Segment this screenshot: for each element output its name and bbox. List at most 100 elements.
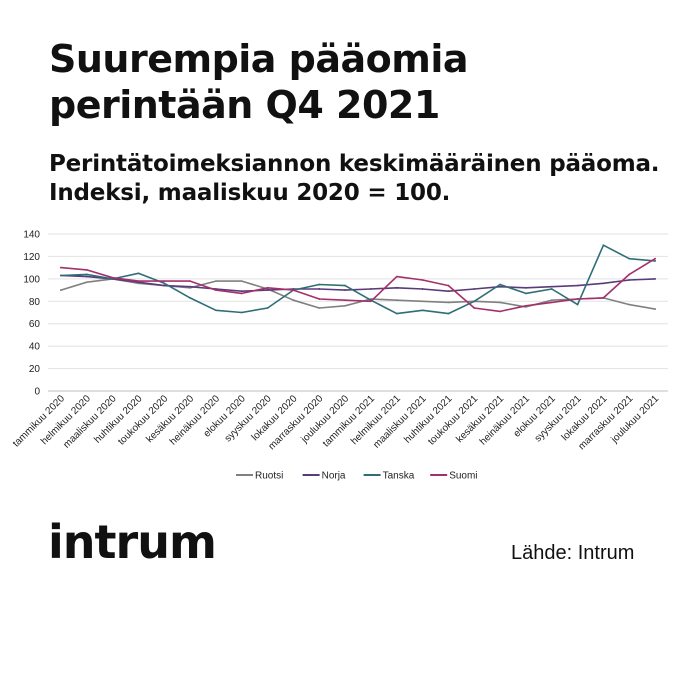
data-point-tanska [85, 273, 88, 276]
series-line-suomi [60, 257, 656, 313]
data-point-tanska [421, 309, 424, 312]
data-point-ruotsi [85, 281, 88, 284]
data-point-tanska [395, 312, 398, 315]
data-point-suomi [654, 257, 656, 260]
line-chart: 0 20 40 60 80 100 120 140 tammikuu 2020helmikuu… [11, 230, 668, 482]
data-point-suomi [602, 297, 605, 299]
data-point-ruotsi [654, 308, 656, 311]
data-point-suomi [85, 268, 88, 271]
data-point-norja [266, 289, 269, 291]
y-tick-label: 140 [23, 230, 40, 241]
data-point-tanska [550, 288, 553, 290]
data-point-suomi [344, 299, 346, 302]
y-tick-label: 0 [34, 387, 40, 398]
data-point-tanska [137, 272, 140, 275]
data-point-ruotsi [628, 303, 631, 306]
data-point-tanska [60, 274, 62, 277]
grid [48, 233, 668, 392]
y-tick-label: 40 [29, 342, 41, 353]
data-point-suomi [240, 292, 243, 295]
data-point-ruotsi [215, 280, 217, 282]
y-tick-label: 120 [23, 252, 40, 263]
data-point-norja [344, 289, 346, 291]
data-point-suomi [266, 286, 269, 289]
data-point-suomi [421, 279, 424, 281]
data-point-tanska [215, 309, 217, 312]
data-point-suomi [318, 298, 321, 300]
data-point-suomi [60, 266, 62, 269]
data-point-norja [370, 288, 372, 290]
data-point-norja [395, 286, 398, 289]
data-point-norja [654, 277, 656, 280]
data-point-suomi [163, 280, 166, 282]
legend-label-norja: Norja [322, 471, 346, 482]
data-point-suomi [473, 307, 476, 309]
intrum-logo: intrum [48, 515, 217, 569]
data-point-suomi [499, 310, 501, 313]
data-point-tanska [654, 260, 656, 262]
source-label: Lähde: Intrum [511, 542, 635, 564]
data-point-tanska [447, 312, 450, 315]
data-point-norja [576, 284, 579, 287]
data-point-ruotsi [292, 299, 295, 302]
y-axis-ticks: 0 20 40 60 80 100 120 140 [23, 230, 40, 398]
data-point-tanska [163, 282, 166, 285]
data-point-tanska [576, 303, 579, 306]
data-point-norja [628, 279, 631, 281]
data-point-norja [473, 288, 476, 290]
data-point-tanska [525, 292, 527, 295]
data-point-suomi [215, 289, 217, 291]
data-point-ruotsi [318, 307, 321, 309]
y-tick-label: 100 [23, 274, 40, 285]
data-point-ruotsi [395, 299, 398, 302]
data-point-norja [602, 282, 605, 285]
series-lines [60, 244, 656, 315]
series-line-tanska [60, 244, 656, 315]
data-point-norja [525, 286, 527, 289]
series-line-norja [60, 274, 656, 292]
y-tick-label: 60 [29, 319, 41, 330]
data-point-norja [499, 285, 501, 288]
data-point-suomi [137, 280, 140, 282]
data-point-suomi [189, 280, 191, 282]
legend-label-suomi: Suomi [449, 471, 477, 482]
data-point-suomi [576, 298, 579, 300]
data-point-ruotsi [421, 300, 424, 303]
data-point-norja [240, 290, 243, 293]
data-point-tanska [266, 307, 269, 309]
legend: Ruotsi Norja Tanska Suomi [236, 471, 478, 482]
data-point-ruotsi [447, 301, 450, 304]
legend-label-ruotsi: Ruotsi [255, 471, 283, 482]
data-point-suomi [395, 275, 398, 278]
data-point-norja [318, 288, 321, 290]
data-point-suomi [628, 273, 631, 276]
data-point-ruotsi [550, 299, 553, 302]
data-point-ruotsi [499, 301, 501, 304]
data-point-tanska [473, 300, 476, 303]
data-point-tanska [240, 311, 243, 314]
data-point-suomi [447, 284, 450, 287]
data-point-norja [85, 275, 88, 278]
data-point-suomi [550, 301, 553, 304]
data-point-norja [163, 284, 166, 287]
data-point-norja [550, 285, 553, 288]
data-point-ruotsi [344, 304, 346, 307]
data-point-ruotsi [60, 289, 62, 291]
data-point-suomi [111, 276, 114, 279]
data-point-norja [421, 288, 424, 290]
data-point-tanska [318, 283, 321, 286]
data-point-tanska [344, 284, 346, 287]
chart-subtitle: Perintätoimeksiannon keskimääräinen pääo… [49, 151, 660, 206]
y-tick-label: 20 [29, 364, 41, 375]
data-point-norja [447, 290, 450, 293]
data-point-tanska [628, 257, 631, 260]
y-tick-label: 80 [29, 297, 41, 308]
data-point-suomi [370, 300, 372, 303]
data-point-suomi [292, 289, 295, 291]
data-point-tanska [499, 283, 501, 286]
data-point-suomi [525, 304, 527, 307]
legend-label-tanska: Tanska [383, 471, 415, 482]
data-point-norja [189, 285, 191, 288]
data-point-tanska [189, 297, 191, 299]
